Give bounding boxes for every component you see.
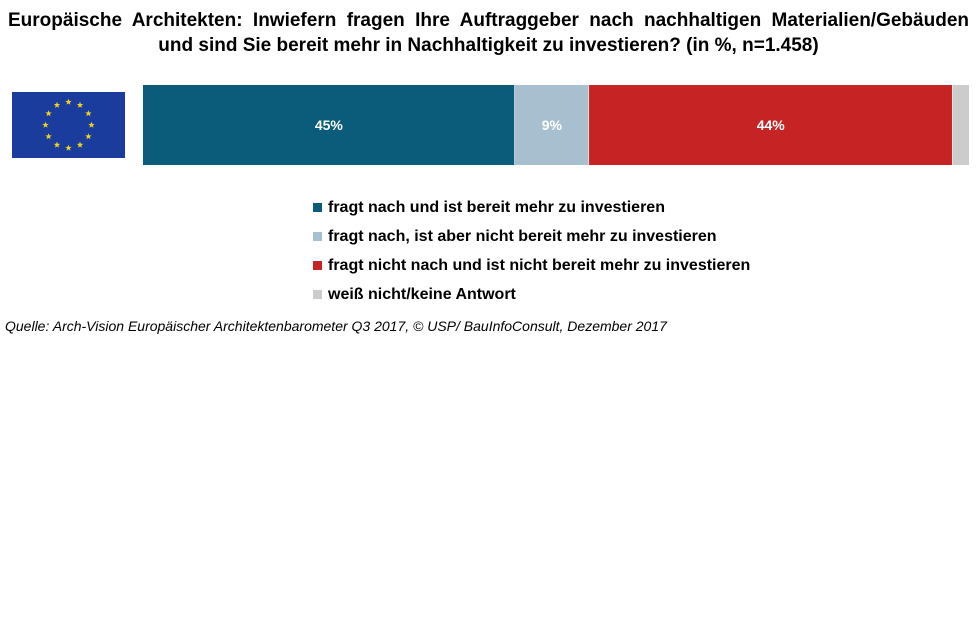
- legend-swatch: [313, 290, 322, 299]
- eu-flag-icon: [12, 92, 125, 158]
- legend-item-4: weiß nicht/keine Antwort: [313, 280, 750, 309]
- flag-star: [65, 144, 72, 151]
- flag-star: [76, 101, 84, 108]
- legend-label: fragt nach und ist bereit mehr zu invest…: [328, 198, 665, 216]
- flag-star: [88, 121, 95, 128]
- flag-star: [53, 101, 61, 108]
- chart-title-line-1: Europäische Architekten: Inwiefern frage…: [8, 10, 969, 31]
- flag-star: [45, 133, 52, 140]
- bar-segment-4: [952, 85, 969, 165]
- chart-title: Europäische Architekten: Inwiefern frage…: [0, 8, 977, 58]
- legend-item-2: fragt nach, ist aber nicht bereit mehr z…: [313, 222, 750, 251]
- legend-item-3: fragt nicht nach und ist nicht bereit me…: [313, 251, 750, 280]
- legend-item-1: fragt nach und ist bereit mehr zu invest…: [313, 193, 750, 222]
- legend-label: fragt nicht nach und ist nicht bereit me…: [328, 256, 751, 274]
- flag-star: [42, 121, 49, 128]
- bar-segment-3: [589, 85, 953, 165]
- flag-star: [65, 98, 72, 105]
- bar-segment-1: [143, 85, 515, 165]
- bar-segment-2: [514, 85, 590, 165]
- legend: fragt nach und ist bereit mehr zu invest…: [313, 193, 750, 309]
- flag-star: [76, 141, 84, 148]
- legend-label: weiß nicht/keine Antwort: [328, 285, 516, 303]
- flag-star: [53, 141, 61, 148]
- data-label-2: 9%: [542, 117, 563, 133]
- data-label-3: 44%: [757, 117, 786, 133]
- flag-star: [85, 133, 92, 140]
- source-note: Quelle: Arch-Vision Europäischer Archite…: [5, 318, 667, 334]
- stacked-bar-chart: 45% 9% 44%: [143, 85, 969, 165]
- flag-star: [45, 110, 52, 117]
- legend-swatch: [313, 203, 322, 212]
- chart-title-line-2: und sind Sie bereit mehr in Nachhaltigke…: [158, 35, 819, 56]
- flag-star: [85, 110, 92, 117]
- legend-label: fragt nach, ist aber nicht bereit mehr z…: [328, 227, 717, 245]
- legend-swatch: [313, 232, 322, 241]
- legend-swatch: [313, 261, 322, 270]
- data-label-1: 45%: [315, 117, 344, 133]
